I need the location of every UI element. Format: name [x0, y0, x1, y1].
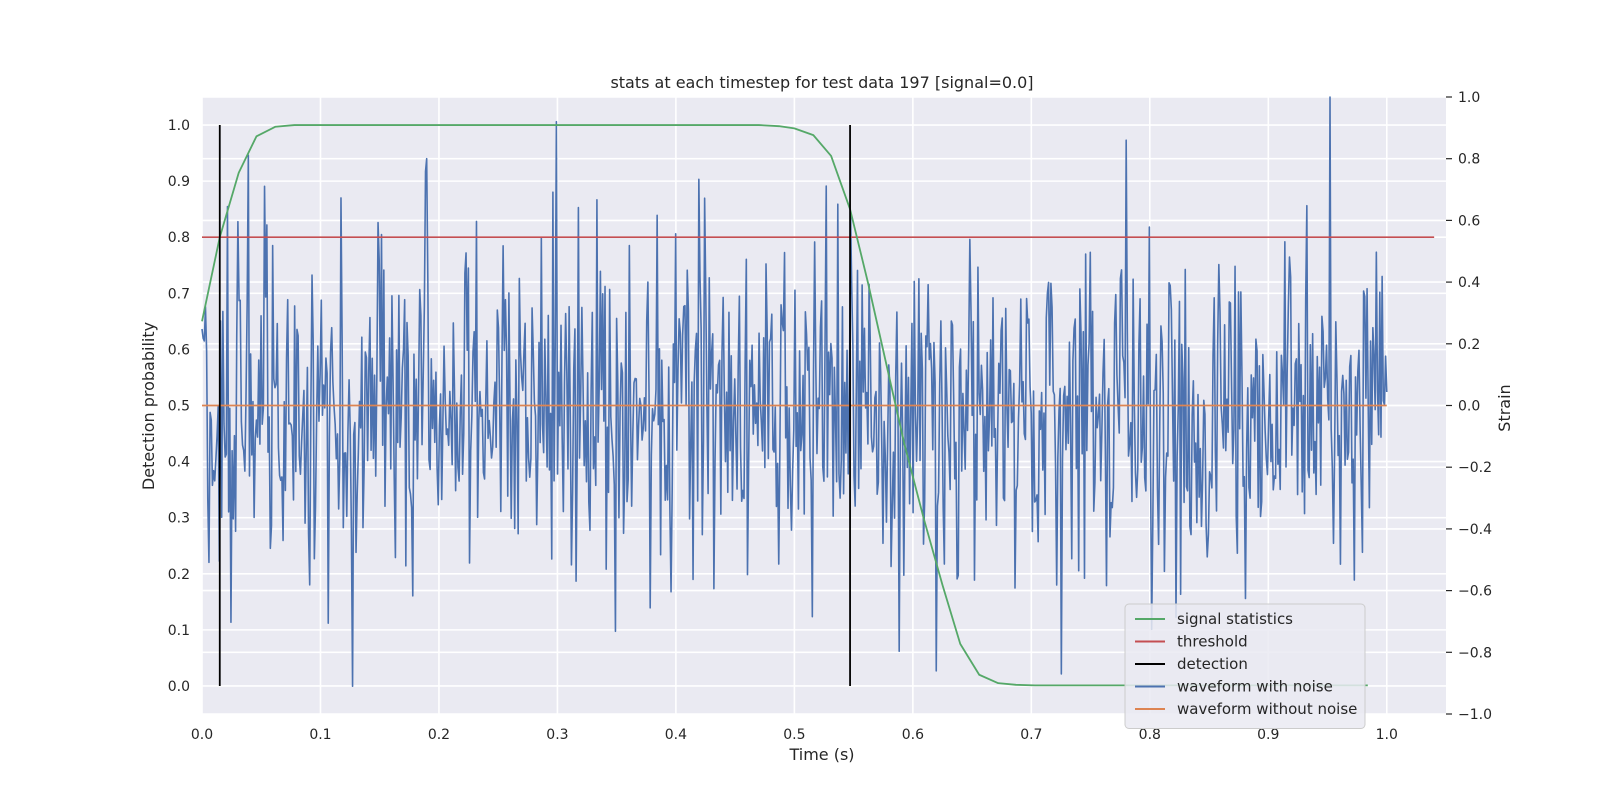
- right-tick-label: −0.4: [1458, 522, 1492, 538]
- y-tick-label: 0.0: [168, 679, 190, 695]
- series-signal-statistics: [201, 124, 1368, 687]
- chart-title: stats at each timestep for test data 197…: [610, 73, 1033, 92]
- x-tick-label: 0.6: [902, 727, 924, 743]
- y-tick-label: 0.9: [168, 174, 190, 190]
- legend-label: threshold: [1177, 633, 1248, 651]
- x-tick-label: 0.0: [191, 727, 213, 743]
- y-tick-label: 0.4: [168, 455, 190, 471]
- y-tick-label: 1.0: [168, 118, 190, 134]
- y-axis-label: Detection probability: [139, 322, 158, 490]
- series-waveform-with-noise: [201, 96, 1388, 688]
- y-tick-label: 0.5: [168, 399, 190, 415]
- right-tick-label: 1.0: [1458, 90, 1480, 106]
- right-tick-label: 0.6: [1458, 213, 1480, 229]
- right-axis-ticks: −1.0 −0.8 −0.6 −0.4 −0.2 0.0 0.2 0.4 0.6 0.8 1.0: [1446, 90, 1492, 723]
- legend-label: waveform without noise: [1177, 700, 1357, 718]
- right-tick-label: 0.4: [1458, 275, 1480, 291]
- x-tick-label: 0.7: [1020, 727, 1042, 743]
- right-tick-label: 0.2: [1458, 337, 1480, 353]
- x-tick-label: 0.3: [546, 727, 568, 743]
- right-tick-label: 0.0: [1458, 399, 1480, 415]
- right-tick-label: −1.0: [1458, 707, 1492, 723]
- right-axis-label: Strain: [1495, 384, 1514, 431]
- left-axis-ticks: 0.0 0.1 0.2 0.3 0.4 0.5 0.6 0.7 0.8 0.9 1.0: [168, 118, 190, 695]
- y-tick-label: 0.3: [168, 511, 190, 527]
- right-tick-label: −0.6: [1458, 584, 1492, 600]
- x-tick-label: 1.0: [1376, 727, 1398, 743]
- y-tick-label: 0.6: [168, 342, 190, 358]
- x-tick-label: 0.9: [1257, 727, 1279, 743]
- y-tick-label: 0.1: [168, 623, 190, 639]
- x-tick-label: 0.4: [665, 727, 687, 743]
- y-tick-label: 0.8: [168, 230, 190, 246]
- x-tick-label: 0.1: [309, 727, 331, 743]
- x-axis-label: Time (s): [788, 745, 854, 764]
- y-tick-label: 0.7: [168, 286, 190, 302]
- legend: signal statistics threshold detection wavef…: [1124, 603, 1366, 729]
- legend-box: [1124, 603, 1366, 729]
- x-axis-ticks: 0.0 0.1 0.2 0.3 0.4 0.5 0.6 0.7 0.8 0.9 1.0: [191, 727, 1398, 743]
- x-tick-label: 0.2: [428, 727, 450, 743]
- right-tick-label: 0.8: [1458, 152, 1480, 168]
- x-tick-label: 0.5: [783, 727, 805, 743]
- y-tick-label: 0.2: [168, 567, 190, 583]
- legend-label: waveform with noise: [1177, 678, 1333, 696]
- x-tick-label: 0.8: [1139, 727, 1161, 743]
- right-tick-label: −0.2: [1458, 460, 1492, 476]
- right-tick-label: −0.8: [1458, 645, 1492, 661]
- series-layer: [201, 96, 1435, 688]
- legend-label: signal statistics: [1177, 610, 1293, 628]
- legend-label: detection: [1177, 655, 1248, 673]
